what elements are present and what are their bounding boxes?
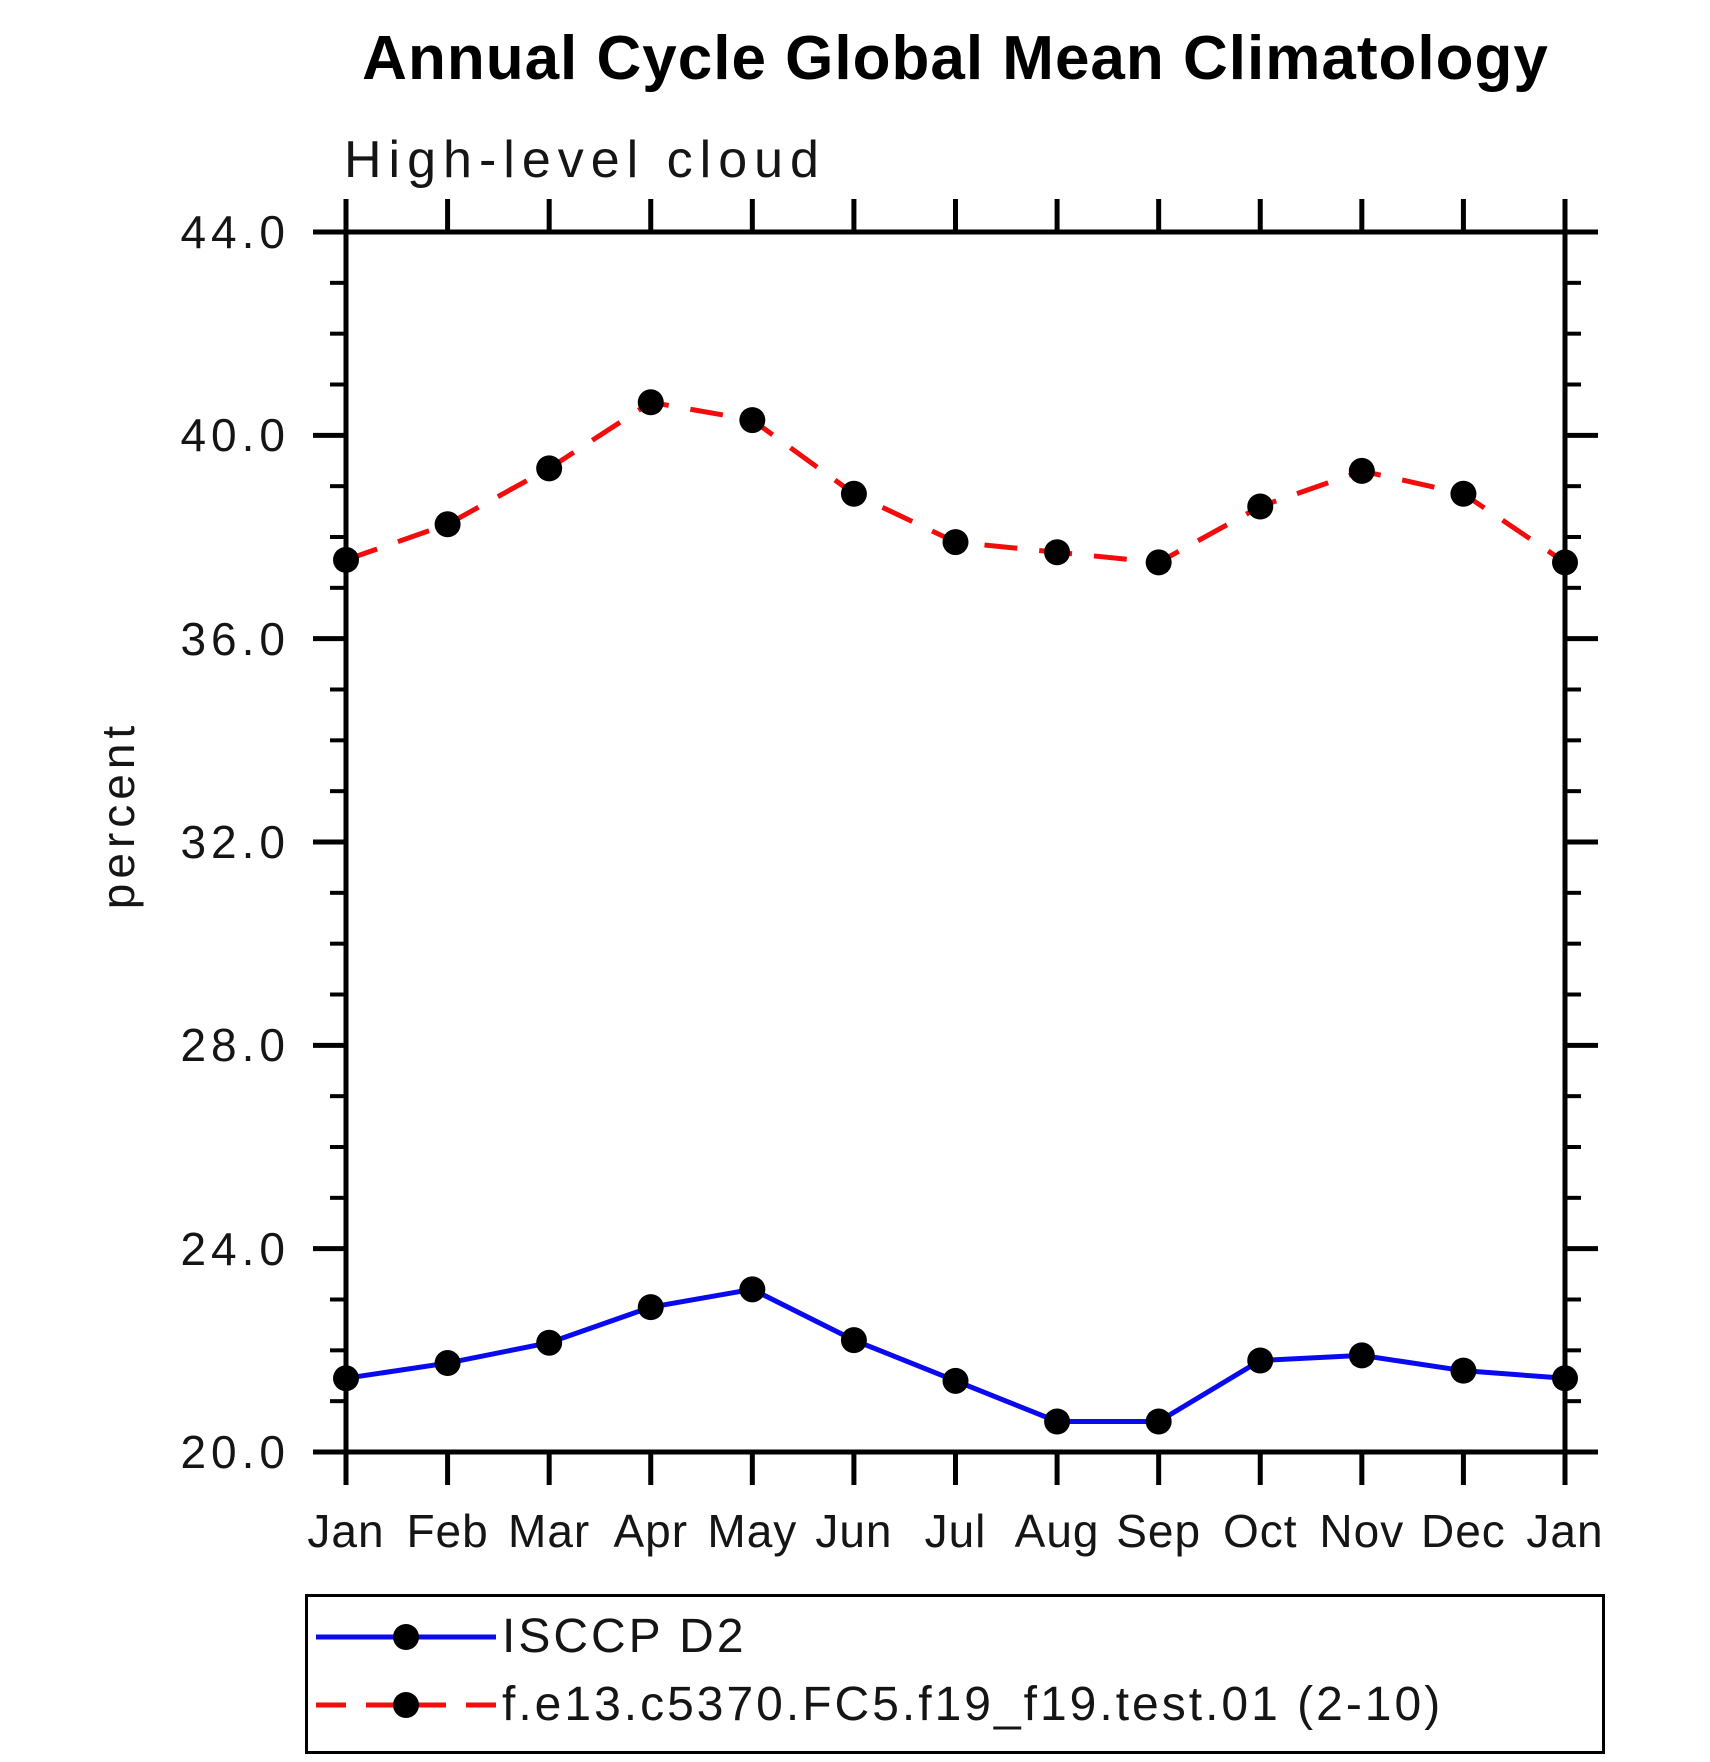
series-line-0	[345, 1286, 1566, 1424]
legend-swatch-dashed-line	[312, 1681, 502, 1729]
y-tick-label: 24.0	[180, 1222, 290, 1275]
plot-frame	[343, 229, 1568, 1455]
x-tick-label: Jan	[1526, 1505, 1604, 1557]
x-tick-label: Feb	[406, 1505, 489, 1557]
x-tick-label: Sep	[1116, 1505, 1202, 1557]
y-tick-label: 40.0	[180, 409, 290, 462]
x-tick-label: Jul	[924, 1505, 987, 1557]
chart-title: Annual Cycle Global Mean Climatology	[362, 24, 1549, 93]
x-ticks	[343, 199, 1568, 1485]
x-tick-label: Jun	[815, 1505, 893, 1557]
y-tick-label: 44.0	[180, 206, 290, 258]
series-markers-0	[333, 1276, 1578, 1435]
x-tick-label: Apr	[613, 1505, 689, 1557]
x-tick-label: Mar	[508, 1505, 591, 1557]
y-tick-label: 20.0	[180, 1426, 290, 1478]
x-tick-label: Aug	[1014, 1505, 1100, 1557]
legend-label-isccp: ISCCP D2	[502, 1610, 747, 1663]
y-minor-ticks	[330, 280, 1581, 1404]
x-tick-label: May	[707, 1505, 798, 1557]
chart-subtitle: High-level cloud	[344, 131, 826, 189]
y-tick-label: 36.0	[180, 612, 290, 665]
legend-row-isccp: ISCCP D2	[312, 1613, 747, 1661]
legend-label-model: f.e13.c5370.FC5.f19_f19.test.01 (2-10)	[502, 1678, 1444, 1731]
x-tick-label: Dec	[1421, 1505, 1506, 1557]
legend-row-model: f.e13.c5370.FC5.f19_f19.test.01 (2-10)	[312, 1681, 1443, 1729]
x-tick-label: Nov	[1319, 1505, 1405, 1557]
legend-box: ISCCP D2 f.e13.c5370.FC5.f19_f19.test.01…	[305, 1594, 1605, 1754]
x-tick-label: Jan	[307, 1505, 385, 1557]
y-tick-label: 32.0	[180, 816, 290, 868]
x-tick-label: Oct	[1222, 1505, 1298, 1557]
series-markers-1	[333, 389, 1578, 576]
y-tick-label: 28.0	[180, 1019, 290, 1072]
legend-swatch-solid-line	[312, 1613, 502, 1661]
y-major-ticks	[313, 229, 1598, 1455]
